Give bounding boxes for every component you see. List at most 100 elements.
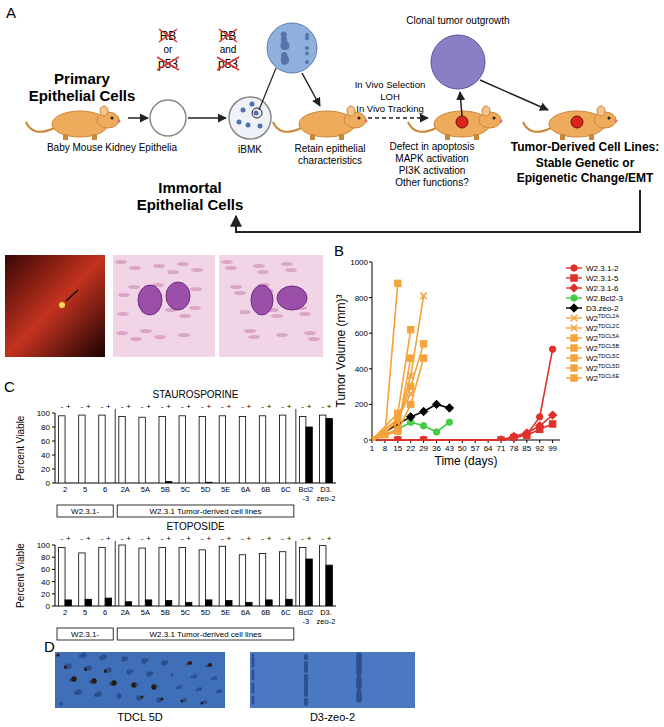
tissue-texture [161, 698, 164, 701]
mouse-tail [273, 122, 301, 132]
y-tick [52, 569, 55, 570]
x-tick-label: 50 [458, 444, 467, 453]
group-separator [295, 541, 296, 606]
x-tick-label: 92 [535, 444, 544, 453]
bar [79, 553, 85, 606]
legend-label-part: W2 [586, 334, 599, 343]
x-tick-label: 1 [370, 444, 375, 453]
x-tick-label: 5C [181, 608, 191, 617]
x-tick-label-line: 5C [181, 608, 191, 617]
series-label: - [301, 402, 304, 411]
mouse-eye [111, 117, 114, 120]
label: iBMK [238, 144, 262, 155]
culture-dish [150, 100, 186, 136]
y-tick [52, 441, 55, 442]
colony [237, 120, 242, 125]
deletion-mark [217, 57, 239, 70]
deletion-mark [157, 57, 179, 70]
bar [185, 602, 191, 606]
legend-label-sup: TDCL5A [598, 333, 619, 339]
panel-label: D [44, 638, 55, 655]
x-tick-label-line: -3 [303, 494, 310, 503]
chart-title: ETOPOSIDE [166, 521, 224, 532]
label: In Vivo Tracking [356, 103, 423, 114]
y-tick [52, 413, 55, 414]
series-label: + [307, 534, 312, 543]
bar [59, 416, 65, 483]
x-tick-label: 6B [261, 608, 270, 617]
return-arrow [236, 190, 640, 232]
bar [259, 416, 265, 483]
panel-label: C [4, 378, 15, 395]
tissue [221, 260, 233, 264]
series-label: + [106, 402, 111, 411]
series-label: + [166, 402, 171, 411]
colony-pick [252, 108, 262, 118]
tissue-texture [304, 654, 308, 658]
y-tick [369, 262, 372, 263]
tissue [244, 329, 256, 333]
tissue-texture [141, 696, 144, 699]
y-tick-label: 20 [41, 590, 50, 599]
colony [305, 60, 309, 64]
marker [372, 437, 375, 441]
x-tick-label: 2A [121, 485, 130, 494]
mouse-leg [339, 134, 344, 140]
bar [306, 427, 312, 483]
y-tick-label: 100 [37, 409, 51, 418]
series-label: + [186, 402, 191, 411]
colony [281, 32, 287, 38]
series-label: + [206, 534, 211, 543]
series-label: + [66, 402, 71, 411]
culture-dish [229, 97, 271, 139]
tissue [248, 335, 260, 339]
tissue-texture [304, 698, 308, 702]
tissue-texture [304, 661, 308, 665]
tissue-texture [71, 676, 76, 681]
x-tick-label-line: -3 [303, 617, 310, 626]
bar [299, 417, 305, 484]
y-tick-label: 40 [41, 451, 50, 460]
x-tick-label-line: 5 [83, 608, 87, 617]
bar [219, 546, 225, 606]
mouse-nose [365, 120, 368, 123]
x-tick-label-line: 2 [63, 485, 67, 494]
series-label: - [81, 534, 84, 543]
bar [125, 602, 131, 606]
chart-title: STAUROSPORINE [153, 389, 239, 400]
bar [165, 482, 171, 483]
series-label: - [221, 402, 224, 411]
plot-area [372, 280, 557, 441]
x-tick-label-line: 6A [241, 485, 250, 494]
y-tick-label: 0 [364, 436, 369, 445]
mouse-tail [523, 122, 551, 132]
legend-label: W2TDCL5D [586, 363, 619, 373]
mouse-nose [615, 120, 618, 123]
marker [420, 355, 426, 361]
marker [571, 355, 577, 361]
label: Epithelial Cells [29, 87, 136, 104]
colony [305, 36, 309, 40]
tissue-texture [136, 683, 139, 686]
mouse-head [479, 112, 501, 128]
mouse [273, 106, 368, 140]
x-tick-label-line: 6C [281, 485, 291, 494]
bar [139, 417, 145, 483]
series-label: + [287, 402, 292, 411]
marker [420, 423, 426, 429]
series-label: + [106, 534, 111, 543]
marker [372, 436, 376, 441]
mouse [523, 106, 618, 140]
x-tick-label: 5 [83, 608, 87, 617]
mouse-eye [493, 117, 496, 120]
label: Immortal [158, 179, 221, 196]
bar [105, 483, 111, 484]
image-caption: TDCL 5D [117, 711, 162, 723]
tissue-texture [131, 670, 134, 673]
x-tick-label-line: zeo-2 [317, 494, 336, 503]
x-tick-label: 78 [509, 444, 518, 453]
series-label: - [201, 402, 204, 411]
x-tick-label: 43 [445, 444, 454, 453]
series-label: - [321, 534, 324, 543]
tissue-texture [101, 654, 106, 659]
